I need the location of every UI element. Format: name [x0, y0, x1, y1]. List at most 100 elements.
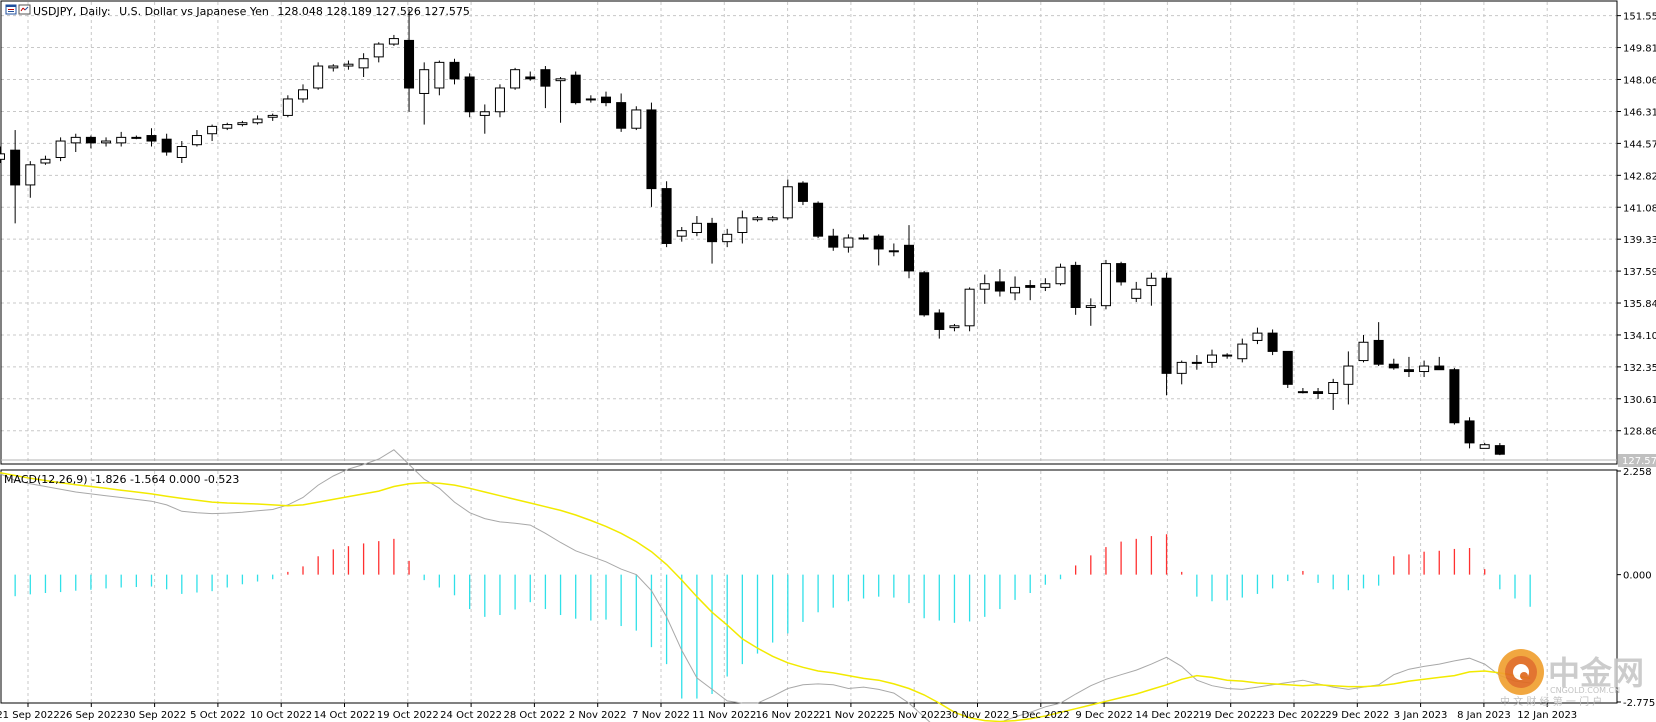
price-pane[interactable]: USDJPY, Daily: U.S. Dollar vs Japanese Y…	[0, 0, 1618, 465]
candle-body	[1176, 361, 1187, 374]
macd-axis[interactable]: 2.258 0.000 -2.775	[1617, 467, 1655, 709]
candle-body	[1343, 365, 1354, 385]
candle-body	[1419, 365, 1430, 373]
candle	[555, 77, 566, 123]
candle-body	[191, 135, 202, 146]
candle-body	[101, 140, 112, 144]
price-axis[interactable]: 151.555 149.810 148.065 146.315 144.570 142.8…	[1617, 12, 1656, 438]
time-axis[interactable]: 21 Sep 2022 26 Sep 2022 30 Sep 2022 5 Oct 2…	[0, 703, 1577, 721]
macd-tick-label: 0.000	[1623, 571, 1652, 582]
candle-body	[252, 118, 263, 124]
candle	[343, 60, 354, 70]
candle	[888, 243, 899, 257]
candle	[237, 120, 248, 127]
time-tick-label: 10 Oct 2022	[250, 710, 312, 721]
candle	[737, 210, 748, 244]
candle	[494, 84, 505, 118]
candle-body	[1388, 363, 1399, 369]
candle-body	[358, 58, 369, 69]
candle-body	[661, 188, 672, 244]
candle-body	[298, 89, 308, 100]
candle	[1100, 259, 1111, 310]
candle	[1449, 367, 1460, 425]
candle-body	[979, 283, 990, 290]
price-grid	[1, 2, 1617, 463]
candle-body	[1449, 369, 1460, 424]
candle-body	[146, 135, 157, 142]
price-tick-label: 128.865	[1623, 427, 1656, 438]
time-tick-label: 3 Jan 2023	[1394, 710, 1448, 721]
candle	[1419, 360, 1430, 378]
price-tick-label: 149.810	[1623, 44, 1656, 55]
candle	[525, 71, 536, 81]
price-tick-label: 139.335	[1623, 235, 1656, 246]
candle	[813, 201, 824, 238]
candle	[1085, 298, 1096, 326]
macd-tick-label: 2.258	[1623, 467, 1652, 478]
candle-body	[116, 136, 127, 144]
candle-body	[161, 138, 172, 153]
time-tick-label: 28 Oct 2022	[503, 710, 565, 721]
candle-body	[282, 98, 293, 116]
candle	[10, 130, 21, 224]
candle	[1479, 442, 1490, 449]
candle	[1373, 322, 1384, 367]
price-tick-label: 134.100	[1623, 331, 1656, 342]
candle	[0, 146, 5, 163]
candle	[1343, 351, 1354, 405]
candle-body	[1237, 343, 1248, 360]
time-tick-label: 26 Sep 2022	[60, 710, 123, 721]
macd-signal-line	[0, 471, 1531, 722]
candle	[994, 269, 1005, 297]
candle-body	[343, 63, 354, 67]
candle	[267, 113, 278, 121]
candle	[25, 161, 36, 198]
candle	[631, 106, 642, 131]
candle-body	[1146, 277, 1157, 287]
candle-body	[1100, 263, 1111, 307]
time-tick-label: 11 Nov 2022	[692, 710, 756, 721]
candle-body	[919, 272, 930, 316]
candle-body	[525, 76, 536, 80]
candle	[601, 91, 611, 107]
candle	[1131, 281, 1142, 303]
candle-body	[1403, 369, 1414, 373]
candle-body	[464, 76, 475, 113]
candle	[1010, 276, 1021, 301]
candle	[464, 73, 475, 118]
candle	[1191, 355, 1202, 370]
candle	[570, 71, 581, 105]
time-tick-label: 21 Nov 2022	[819, 710, 883, 721]
candle-body	[964, 288, 975, 327]
candle-body	[540, 69, 551, 87]
candle-body	[222, 124, 233, 129]
candle-body	[813, 202, 824, 237]
candle-body	[55, 140, 66, 158]
watermark-logo-icon	[1498, 649, 1544, 695]
candle	[1403, 356, 1414, 378]
candle	[540, 66, 551, 109]
macd-header-text: MACD(12,26,9) -1.826 -1.564 0.000 -0.523	[4, 473, 239, 486]
candle	[1494, 443, 1505, 456]
candle-body	[85, 136, 96, 144]
candle	[55, 137, 66, 162]
candle	[585, 95, 596, 103]
watermark-title: 中金网	[1548, 654, 1644, 692]
candle-body	[1464, 420, 1475, 444]
time-tick-label: 30 Sep 2022	[123, 710, 186, 721]
candle	[1252, 327, 1263, 345]
candle-body	[449, 61, 460, 80]
candle	[328, 64, 339, 72]
candle-body	[1358, 341, 1369, 362]
candle	[616, 93, 627, 132]
macd-pane[interactable]: MACD(12,26,9) -1.826 -1.564 0.000 -0.523	[0, 449, 1618, 722]
candle-body	[1373, 339, 1384, 365]
candle	[1297, 387, 1308, 394]
watermark-subtitle: 中 文 财 经 第 一 门 户	[1500, 695, 1602, 708]
time-tick-label: 19 Oct 2022	[377, 710, 439, 721]
candle-body	[1010, 286, 1021, 294]
candle-body	[1040, 283, 1051, 288]
candle-body	[404, 39, 415, 89]
candle	[404, 9, 415, 112]
time-tick-label: 24 Oct 2022	[440, 710, 502, 721]
